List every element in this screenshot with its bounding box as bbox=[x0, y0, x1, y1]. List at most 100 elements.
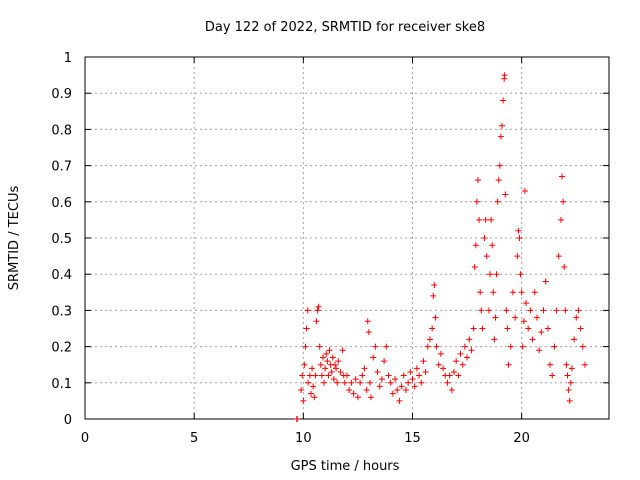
chart-title: Day 122 of 2022, SRMTID for receiver ske… bbox=[205, 20, 485, 35]
data-point bbox=[307, 390, 314, 397]
data-point bbox=[365, 329, 372, 336]
x-tick-label: 0 bbox=[81, 431, 89, 446]
data-point bbox=[542, 278, 549, 285]
ticks: 00.10.20.30.40.50.60.70.80.910 5 10 15 20 bbox=[51, 51, 609, 446]
data-point bbox=[557, 216, 564, 223]
data-point bbox=[496, 162, 503, 169]
data-point bbox=[429, 325, 436, 332]
data-point bbox=[364, 318, 371, 325]
data-point bbox=[398, 383, 405, 390]
x-tick-label: 10 bbox=[295, 431, 312, 446]
data-point bbox=[450, 368, 457, 375]
data-point bbox=[337, 368, 344, 375]
data-point bbox=[426, 336, 433, 343]
data-point bbox=[490, 289, 497, 296]
data-point bbox=[499, 122, 506, 129]
data-point bbox=[323, 350, 330, 357]
data-point bbox=[549, 372, 556, 379]
data-point bbox=[573, 314, 580, 321]
data-point bbox=[533, 314, 540, 321]
data-point bbox=[396, 397, 403, 404]
data-point bbox=[299, 372, 306, 379]
x-tick-label: 15 bbox=[404, 431, 421, 446]
data-point bbox=[466, 336, 473, 343]
data-point bbox=[444, 379, 451, 386]
data-point bbox=[378, 376, 385, 383]
y-tick-label: 0.6 bbox=[51, 196, 72, 211]
data-point bbox=[579, 343, 586, 350]
x-tick-label: 20 bbox=[513, 431, 530, 446]
data-point bbox=[331, 361, 338, 368]
data-point bbox=[525, 325, 532, 332]
data-point bbox=[370, 354, 377, 361]
data-point bbox=[324, 358, 331, 365]
data-point bbox=[567, 379, 574, 386]
data-point bbox=[571, 336, 578, 343]
data-point bbox=[432, 314, 439, 321]
data-point bbox=[519, 343, 526, 350]
data-point bbox=[515, 227, 522, 234]
data-point bbox=[551, 343, 558, 350]
data-point bbox=[497, 133, 504, 140]
data-point bbox=[509, 289, 516, 296]
data-point bbox=[446, 372, 453, 379]
data-point bbox=[561, 263, 568, 270]
data-point bbox=[313, 318, 320, 325]
data-point bbox=[394, 387, 401, 394]
data-point bbox=[354, 394, 361, 401]
data-point bbox=[575, 307, 582, 314]
data-point bbox=[470, 325, 477, 332]
data-point bbox=[518, 289, 525, 296]
data-point bbox=[433, 343, 440, 350]
grid bbox=[85, 57, 609, 419]
x-axis-label: GPS time / hours bbox=[291, 459, 400, 474]
data-point bbox=[494, 198, 501, 205]
data-point bbox=[381, 358, 388, 365]
data-point bbox=[392, 376, 399, 383]
data-point bbox=[314, 307, 321, 314]
data-point bbox=[464, 354, 471, 361]
y-tick-label: 0.9 bbox=[51, 87, 72, 102]
data-point bbox=[335, 358, 342, 365]
x-tick-label: 5 bbox=[190, 431, 198, 446]
data-point bbox=[544, 325, 551, 332]
data-point bbox=[309, 365, 316, 372]
data-point bbox=[562, 307, 569, 314]
data-point bbox=[366, 379, 373, 386]
data-point bbox=[514, 253, 521, 260]
data-point bbox=[389, 390, 396, 397]
data-point bbox=[531, 289, 538, 296]
data-markers bbox=[293, 72, 588, 422]
data-point bbox=[431, 282, 438, 289]
data-point bbox=[350, 390, 357, 397]
y-tick-label: 1 bbox=[64, 51, 72, 66]
data-point bbox=[437, 350, 444, 357]
data-point bbox=[319, 354, 326, 361]
data-point bbox=[361, 365, 368, 372]
data-point bbox=[478, 307, 485, 314]
data-point bbox=[325, 372, 332, 379]
y-tick-label: 0.8 bbox=[51, 123, 72, 138]
data-point bbox=[346, 387, 353, 394]
data-point bbox=[317, 361, 324, 368]
y-tick-label: 0.7 bbox=[51, 160, 72, 175]
data-point bbox=[523, 300, 530, 307]
data-point bbox=[385, 372, 392, 379]
data-point bbox=[577, 325, 584, 332]
data-point bbox=[512, 314, 519, 321]
data-point bbox=[564, 372, 571, 379]
data-point bbox=[416, 372, 423, 379]
data-point bbox=[479, 325, 486, 332]
data-point bbox=[482, 216, 489, 223]
data-point bbox=[322, 365, 329, 372]
data-point bbox=[493, 271, 500, 278]
data-point bbox=[374, 368, 381, 375]
data-point bbox=[559, 173, 566, 180]
data-point bbox=[476, 216, 483, 223]
data-point bbox=[472, 242, 479, 249]
y-tick-label: 0.2 bbox=[51, 341, 72, 356]
y-axis-label: SRMTID / TECUs bbox=[7, 186, 22, 291]
data-point bbox=[504, 325, 511, 332]
data-point bbox=[516, 235, 523, 241]
data-point bbox=[517, 271, 524, 278]
